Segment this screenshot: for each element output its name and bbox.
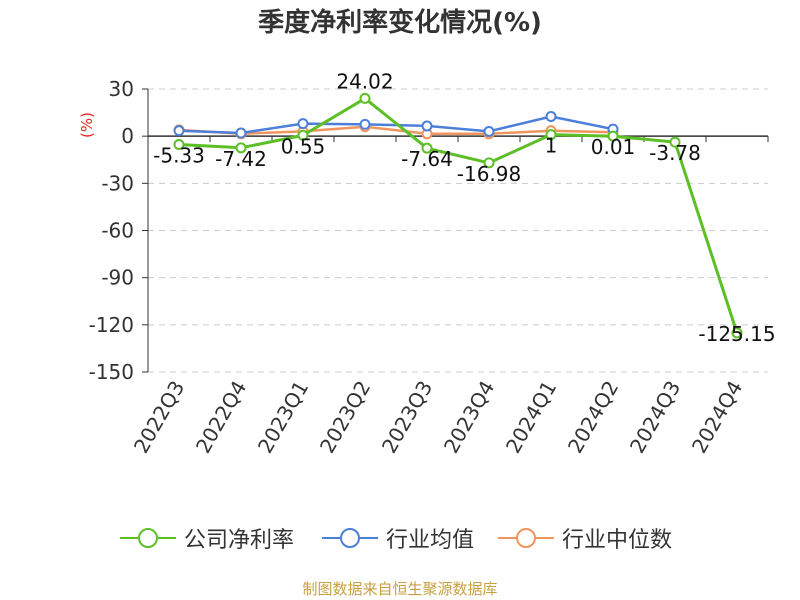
- data-point: [359, 92, 371, 104]
- legend-item-company[interactable]: 公司净利率: [120, 518, 294, 558]
- data-point: [173, 125, 185, 137]
- data-point: [483, 125, 495, 137]
- data-point: [483, 157, 495, 169]
- data-point: [235, 142, 247, 154]
- y-tick-label: -90: [101, 266, 134, 290]
- x-tick-label: 2023Q4: [439, 377, 499, 458]
- x-tick-label: 2022Q4: [191, 377, 251, 458]
- x-tick-label: 2024Q4: [687, 377, 747, 458]
- data-point: [545, 111, 557, 123]
- x-tick-label: 2023Q3: [377, 377, 437, 458]
- y-tick-label: -30: [101, 171, 134, 195]
- data-label: 0.01: [591, 135, 636, 159]
- data-label: -3.78: [649, 141, 701, 165]
- data-point: [297, 118, 309, 130]
- data-source-note: 制图数据来自恒生聚源数据库: [302, 580, 498, 598]
- data-point: [359, 118, 371, 130]
- x-tick-label: 2024Q1: [501, 377, 561, 458]
- legend-industry-avg-marker: [322, 528, 378, 548]
- legend-item-industry-median[interactable]: 行业中位数: [498, 518, 672, 558]
- x-tick-label: 2022Q3: [129, 377, 189, 458]
- y-tick-label: -150: [89, 360, 134, 384]
- data-label: -125.15: [698, 322, 775, 346]
- y-tick-label: -60: [101, 219, 134, 243]
- data-point: [545, 129, 557, 141]
- data-point: [297, 129, 309, 141]
- y-tick-label: -120: [89, 313, 134, 337]
- data-label: -16.98: [457, 162, 521, 186]
- chart-legend: 公司净利率 行业均值 行业中位数: [0, 518, 800, 558]
- data-label: -5.33: [153, 144, 205, 168]
- y-tick-label: 0: [121, 124, 134, 148]
- legend-label-industry-avg: 行业均值: [386, 528, 475, 553]
- data-label: -7.64: [401, 147, 453, 171]
- legend-company-marker: [120, 528, 176, 548]
- data-point: [607, 130, 619, 142]
- data-point: [173, 139, 185, 151]
- series-line: [178, 125, 614, 136]
- x-tick-label: 2024Q3: [625, 377, 685, 458]
- net-margin-chart: 300-30-60-90-120-150(%)2022Q3 2022Q4 2023Q…: [78, 69, 776, 458]
- legend-industry-median-marker: [498, 528, 554, 548]
- data-label: -7.42: [215, 147, 267, 171]
- data-label: 0.55: [281, 134, 326, 158]
- data-label: 24.02: [336, 69, 393, 93]
- legend-label-company: 公司净利率: [184, 528, 295, 553]
- data-point: [421, 120, 433, 132]
- data-label: 1: [545, 134, 558, 158]
- data-point: [235, 127, 247, 139]
- series-line: [178, 96, 739, 334]
- x-tick-label: 2023Q2: [315, 377, 375, 458]
- y-axis-unit-label: (%): [78, 112, 96, 138]
- legend-label-industry-median: 行业中位数: [562, 528, 673, 553]
- data-point: [669, 136, 681, 148]
- legend-item-industry-avg[interactable]: 行业均值: [322, 518, 474, 558]
- data-point: [731, 327, 743, 339]
- x-tick-label: 2024Q2: [563, 377, 623, 458]
- chart-title: 季度净利率变化情况(%): [258, 8, 542, 38]
- y-tick-label: 30: [109, 77, 134, 101]
- data-point: [421, 142, 433, 154]
- x-tick-label: 2023Q1: [253, 377, 313, 458]
